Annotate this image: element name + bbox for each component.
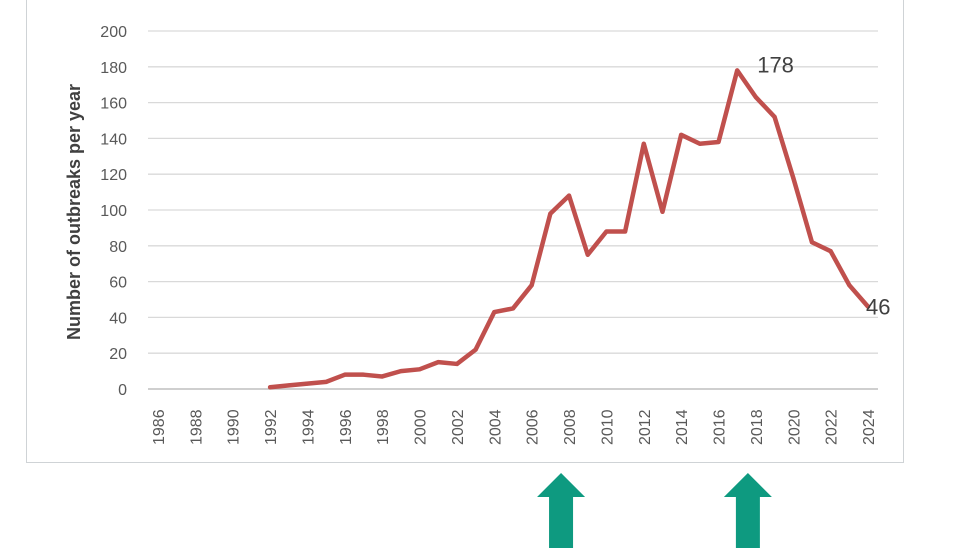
data-point xyxy=(716,139,721,144)
x-tick-label: 2004 xyxy=(487,409,504,445)
x-axis-ticks: 1986 1988 1990 1992 1994 1996 1998 2000 2002 2004… xyxy=(151,409,878,445)
x-tick-label: 2014 xyxy=(674,409,691,445)
data-point xyxy=(361,372,366,377)
data-point xyxy=(511,306,515,311)
data-point xyxy=(679,132,684,137)
data-label: 178 xyxy=(757,52,794,77)
data-point xyxy=(772,114,777,119)
data-point xyxy=(529,283,534,288)
data-point xyxy=(454,361,459,366)
data-point xyxy=(641,141,646,146)
data-point xyxy=(697,141,702,146)
x-tick-label: 2020 xyxy=(786,409,803,445)
x-tick-label: 2006 xyxy=(525,409,542,445)
data-point xyxy=(735,68,740,73)
series-line xyxy=(267,68,871,390)
up-arrow-icon xyxy=(723,473,772,548)
data-point xyxy=(660,209,665,214)
x-tick-label: 1986 xyxy=(151,409,168,445)
x-tick-label: 1990 xyxy=(226,409,243,445)
data-point xyxy=(623,229,628,234)
y-tick-label: 200 xyxy=(100,24,127,41)
y-tick-label: 20 xyxy=(109,346,127,363)
series-group xyxy=(267,68,871,390)
arrows xyxy=(537,473,772,548)
data-point xyxy=(417,367,422,372)
data-point xyxy=(305,381,310,386)
data-point xyxy=(492,310,497,315)
data-point xyxy=(866,304,870,309)
data-point xyxy=(753,95,758,100)
data-point xyxy=(809,240,814,245)
data-point xyxy=(847,283,852,288)
y-tick-label: 160 xyxy=(100,96,127,113)
x-tick-label: 2022 xyxy=(824,409,841,445)
data-point xyxy=(548,211,553,216)
data-point xyxy=(473,347,478,352)
x-tick-label: 1998 xyxy=(375,409,392,445)
y-tick-label: 120 xyxy=(100,167,127,184)
x-tick-label: 2010 xyxy=(599,409,616,445)
y-tick-label: 40 xyxy=(109,310,127,327)
x-tick-label: 2016 xyxy=(712,409,729,445)
gridlines xyxy=(148,30,878,354)
x-tick-label: 1988 xyxy=(188,409,205,445)
x-tick-label: 2008 xyxy=(562,409,579,445)
data-point xyxy=(342,372,347,377)
x-tick-label: 1996 xyxy=(338,409,355,445)
data-point xyxy=(567,193,572,198)
data-point xyxy=(268,385,273,390)
data-point xyxy=(828,249,833,254)
x-tick-label: 2024 xyxy=(861,409,878,445)
y-tick-label: 60 xyxy=(109,275,127,292)
data-point xyxy=(398,369,403,374)
y-axis-ticks: 0 20 40 60 80 100 120 140 160 180 200 xyxy=(100,24,127,399)
data-point xyxy=(585,252,590,257)
data-point xyxy=(286,383,291,388)
data-point xyxy=(604,229,609,234)
data-label: 46 xyxy=(866,295,890,320)
y-tick-label: 100 xyxy=(100,203,127,220)
x-tick-label: 2002 xyxy=(450,409,467,445)
data-point xyxy=(324,379,329,384)
x-tick-label: 1992 xyxy=(263,409,280,445)
x-tick-label: 2012 xyxy=(637,409,654,445)
x-tick-label: 2000 xyxy=(413,409,430,445)
data-point xyxy=(791,175,796,180)
y-axis-label: Number of outbreaks per year xyxy=(64,84,84,340)
y-tick-label: 180 xyxy=(100,60,127,77)
y-tick-label: 0 xyxy=(118,382,127,399)
y-tick-label: 80 xyxy=(109,239,127,256)
data-point xyxy=(436,360,441,365)
x-tick-label: 1994 xyxy=(300,409,317,445)
chart-frame xyxy=(26,0,904,463)
annotations: 178 46 xyxy=(757,52,890,319)
up-arrow-icon xyxy=(537,473,586,548)
data-point xyxy=(380,374,385,379)
y-tick-label: 140 xyxy=(100,131,127,148)
x-tick-label: 2018 xyxy=(749,409,766,445)
